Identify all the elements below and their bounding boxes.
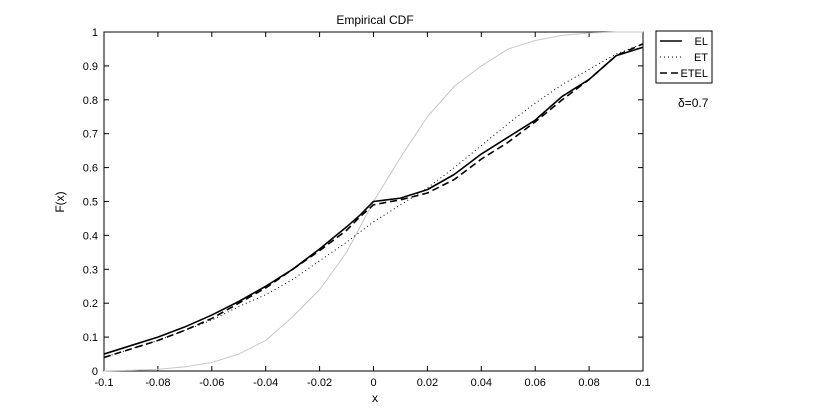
- x-tick-label: 0.06: [524, 377, 545, 389]
- y-tick-label: 0.5: [83, 197, 98, 209]
- x-tick-label: 0.08: [578, 377, 599, 389]
- series-line-et: [103, 43, 644, 358]
- delta-annotation: δ=0.7: [678, 96, 709, 110]
- legend: EL ET ETEL: [655, 30, 713, 84]
- x-tick-label: 0: [370, 377, 376, 389]
- plot-area: -0.1 -0.08 -0.06 -0.04 -0.02 0 0.02 0.04 0.06 0.0…: [83, 27, 651, 389]
- y-tick-label: 0.1: [83, 332, 98, 344]
- y-tick-label: 0.6: [83, 163, 98, 175]
- y-tick-label: 0.7: [83, 129, 98, 141]
- x-tick-label: -0.06: [199, 377, 224, 389]
- y-tick-label: 0: [92, 366, 98, 378]
- y-tick-label: 0.4: [83, 230, 98, 242]
- chart-title: Empirical CDF: [336, 13, 413, 27]
- y-tick-label: 0.8: [83, 95, 98, 107]
- series-line-el: [103, 46, 644, 355]
- y-tick-label: 0.9: [83, 61, 98, 73]
- y-tick-label: 0.2: [83, 298, 98, 310]
- x-tick-label: 0.1: [635, 377, 650, 389]
- series-line-etel: [103, 43, 644, 359]
- y-axis-label: F(x): [53, 191, 67, 212]
- y-tick-label: 1: [92, 27, 98, 39]
- x-tick-label: -0.1: [95, 377, 114, 389]
- x-tick-label: -0.02: [307, 377, 332, 389]
- legend-box: [655, 30, 713, 84]
- legend-label-et: ET: [694, 52, 708, 64]
- x-tick-label: 0.04: [471, 377, 492, 389]
- x-tick-label: -0.08: [145, 377, 170, 389]
- legend-label-etel: ETEL: [680, 68, 708, 80]
- x-tick-label: -0.04: [253, 377, 278, 389]
- legend-label-el: EL: [695, 36, 708, 48]
- x-axis-label: x: [372, 391, 378, 405]
- x-tick-label: 0.02: [417, 377, 438, 389]
- y-tick-label: 0.3: [83, 264, 98, 276]
